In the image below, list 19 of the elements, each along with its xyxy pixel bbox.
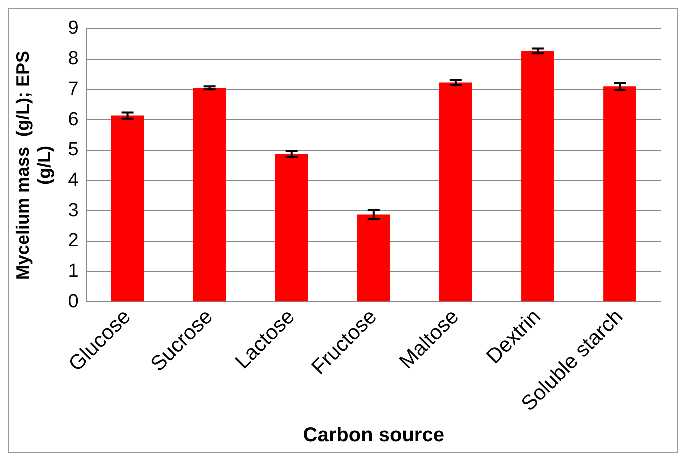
x-axis-title: Carbon source	[303, 424, 444, 447]
y-tick-label: 8	[68, 48, 79, 70]
y-tick-label: 5	[68, 140, 79, 161]
y-tick-label: 6	[68, 109, 79, 130]
bar	[522, 51, 554, 302]
y-tick-label: 4	[68, 170, 80, 191]
bar	[357, 214, 390, 302]
y-axis-title: Mycelium mass (g/L); EPS (g/L)	[12, 51, 54, 280]
y-tick-label: 3	[68, 200, 79, 222]
y-tick-label: 0	[68, 291, 79, 312]
bar	[440, 82, 472, 302]
y-tick-label: 1	[68, 260, 79, 282]
bar	[111, 116, 144, 302]
y-tick-label: 7	[68, 78, 79, 100]
y-tick-label: 2	[68, 230, 79, 252]
y-tick-label: 9	[68, 18, 79, 40]
bar	[193, 88, 226, 302]
bar	[604, 86, 636, 302]
bar	[275, 154, 308, 302]
